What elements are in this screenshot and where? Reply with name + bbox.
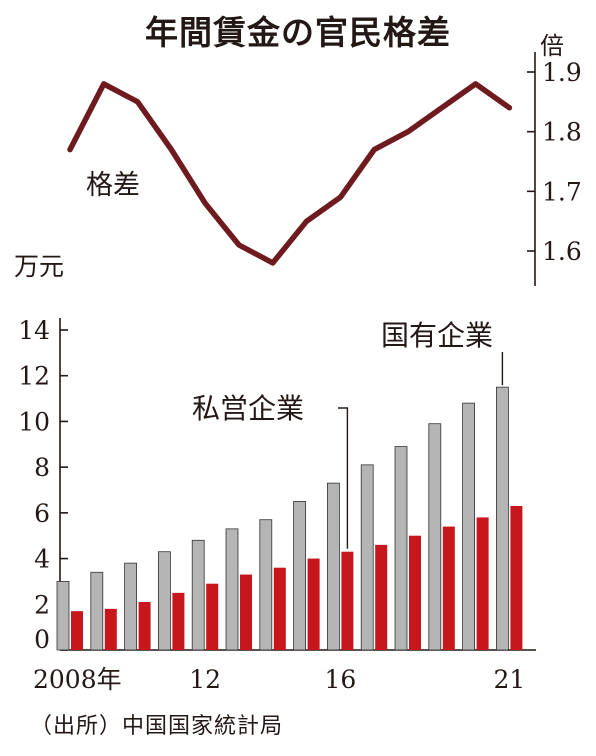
- bar-state-owned: [462, 402, 476, 651]
- annotation-state-owned: 国有企業: [381, 319, 493, 352]
- bar-state-owned: [225, 528, 239, 651]
- bar-state-owned: [293, 501, 307, 651]
- bar-private: [104, 608, 117, 650]
- bar-state-owned: [259, 519, 273, 651]
- bar-state-owned: [157, 551, 171, 651]
- bar-state-owned: [394, 446, 408, 651]
- bar-state-owned: [495, 386, 509, 651]
- wage-tick-label: 6: [34, 499, 50, 528]
- bar-private: [510, 506, 523, 650]
- bar-state-owned: [124, 562, 137, 651]
- ratio-axis-unit: 倍: [540, 32, 564, 60]
- bar-state-owned: [191, 539, 205, 651]
- ratio-tick-label: 1.9: [542, 58, 582, 87]
- bar-private: [138, 602, 151, 650]
- chart-title: 年間賃金の官民格差: [145, 13, 451, 52]
- wage-tick-label: 4: [34, 545, 50, 574]
- wage-x-tick-label: 16: [324, 665, 356, 694]
- bar-state-owned: [326, 482, 340, 651]
- wage-tick-label: 12: [18, 362, 50, 391]
- bar-state-owned: [56, 581, 70, 651]
- bar-private: [476, 517, 489, 650]
- bar-private: [206, 583, 219, 650]
- bar-private: [442, 526, 455, 650]
- wage-tick-label: 14: [18, 316, 50, 345]
- wage-x-tick-label: 2008年: [33, 665, 122, 694]
- bar-private: [375, 544, 388, 650]
- ratio-series-line: [67, 81, 513, 266]
- bar-private: [307, 558, 320, 650]
- bar-state-owned: [90, 571, 104, 651]
- bar-private: [273, 567, 286, 650]
- annotation-private-leader: [338, 407, 349, 549]
- ratio-line-chart: 1.9 1.8 1.7 1.6 倍格差: [67, 32, 582, 286]
- bar-private: [240, 574, 252, 650]
- bar-state-owned: [360, 464, 374, 651]
- annotation-private: 私営企業: [192, 392, 304, 425]
- wage-x-tick-label: 21: [493, 665, 525, 694]
- wage-tick-label: 2: [34, 590, 50, 619]
- bar-state-owned: [428, 423, 442, 651]
- bar-private: [409, 535, 421, 650]
- bar-private: [71, 611, 83, 650]
- ratio-tick-label: 1.6: [542, 237, 582, 266]
- wage-x-tick-label: 12: [189, 665, 221, 694]
- ratio-tick-label: 1.7: [542, 177, 582, 206]
- bar-private: [172, 592, 185, 650]
- wage-tick-label: 0: [34, 625, 50, 654]
- wage-axis-unit: 万元: [14, 252, 64, 281]
- wage-tick-label: 8: [34, 453, 50, 482]
- ratio-tick-label: 1.8: [542, 118, 582, 147]
- bar-private: [341, 551, 354, 650]
- ratio-series-label: 格差: [86, 170, 140, 201]
- wage-tick-label: 10: [18, 407, 50, 436]
- source-note: （出所）中国国家統計局: [30, 714, 284, 739]
